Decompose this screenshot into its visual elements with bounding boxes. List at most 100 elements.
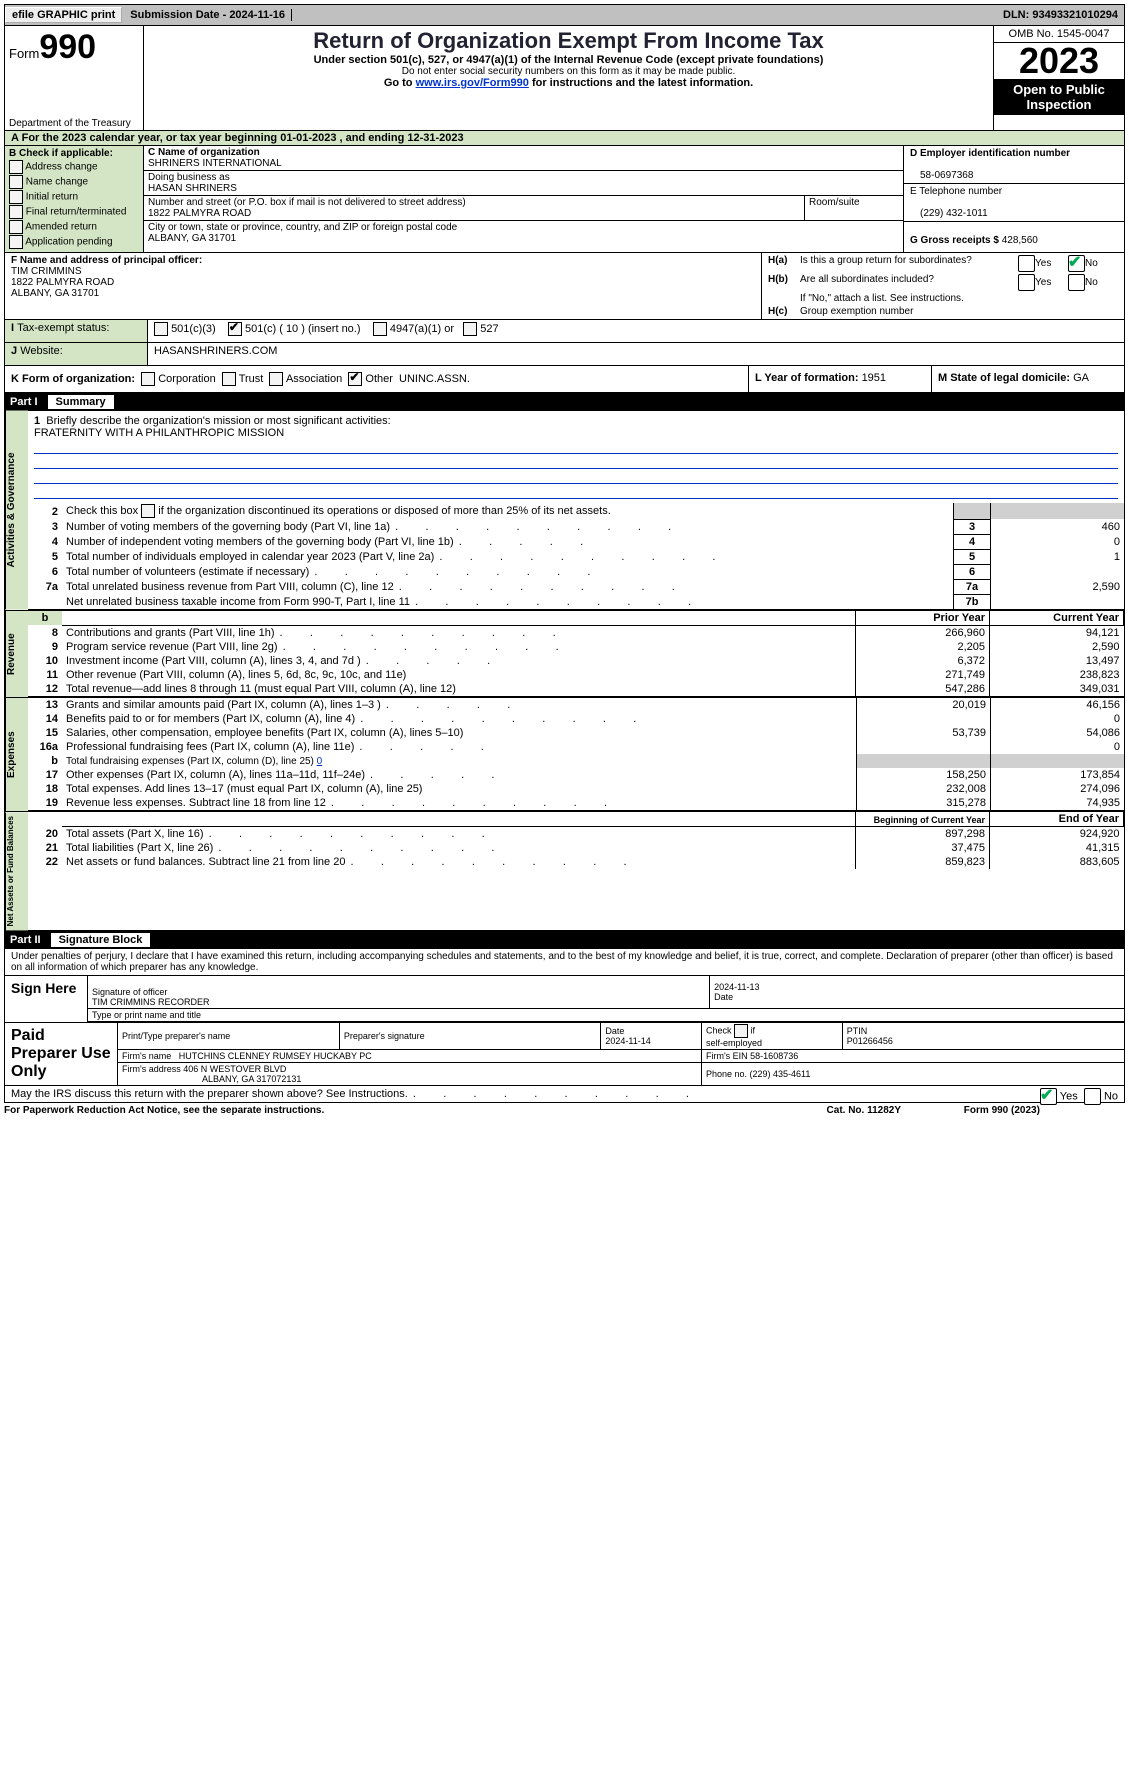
telephone: (229) 432-1011 [910, 208, 988, 219]
line5-value: 1 [991, 549, 1125, 564]
line9-cy: 2,590 [990, 640, 1124, 654]
summary-expenses: Expenses 13Grants and similar amounts pa… [4, 698, 1125, 812]
discuss-yes-check[interactable] [1040, 1088, 1057, 1105]
line17-cy: 173,854 [991, 768, 1125, 782]
efile-topbar: efile GRAPHIC print Submission Date - 20… [4, 4, 1125, 26]
treasury-label: Department of the Treasury Internal Reve… [9, 118, 131, 130]
part2-header: Part II Signature Block [4, 931, 1125, 949]
dln-label: DLN: 93493321010294 [1003, 9, 1124, 21]
check-527[interactable] [463, 322, 477, 336]
form-number: 990 [39, 28, 96, 66]
hb-no-check[interactable] [1068, 274, 1085, 291]
line22-eoy: 883,605 [990, 855, 1124, 869]
line3-value: 460 [991, 519, 1125, 534]
ein: 58-0697368 [910, 170, 973, 181]
line7b-value [991, 594, 1125, 609]
hb-yes-check[interactable] [1018, 274, 1035, 291]
ha-no-check[interactable] [1068, 255, 1085, 272]
goto-line: Go to www.irs.gov/Form990 for instructio… [150, 77, 987, 89]
box-c: C Name of organization SHRINERS INTERNAT… [144, 146, 903, 252]
check-pending[interactable] [9, 235, 23, 249]
form-subtitle: Under section 501(c), 527, or 4947(a)(1)… [150, 54, 987, 66]
preparer-date: 2024-11-14 [605, 1036, 650, 1046]
check-initial-return[interactable] [9, 190, 23, 204]
line14-cy: 0 [991, 712, 1125, 726]
line13-cy: 46,156 [991, 698, 1125, 712]
row-website: J Website: HASANSHRINERS.COM [4, 343, 1125, 366]
discuss-no-check[interactable] [1084, 1088, 1101, 1105]
firm-address: 406 N WESTOVER BLVD [183, 1064, 286, 1074]
sign-here-label: Sign Here [5, 976, 88, 1022]
line16b-link[interactable]: 0 [317, 756, 323, 767]
room-suite: Room/suite [805, 196, 903, 220]
form-header: Form990 Department of the Treasury Inter… [4, 26, 1125, 131]
form-title: Return of Organization Exempt From Incom… [150, 28, 987, 54]
check-assoc[interactable] [269, 372, 283, 386]
line12-py: 547,286 [856, 682, 990, 697]
gross-receipts: 428,560 [1002, 235, 1038, 246]
page-footer: For Paperwork Reduction Act Notice, see … [4, 1103, 1040, 1118]
line15-py: 53,739 [857, 726, 991, 740]
website-value: HASANSHRINERS.COM [148, 343, 1124, 365]
line20-boy: 897,298 [856, 826, 990, 841]
check-other[interactable] [348, 372, 362, 386]
form-label: Form990 [9, 28, 139, 67]
line8-cy: 94,121 [990, 625, 1124, 640]
penalty-statement: Under penalties of perjury, I declare th… [5, 949, 1124, 976]
state-of-domicile: GA [1073, 372, 1089, 384]
efile-graphic-button[interactable]: efile GRAPHIC print [5, 7, 122, 23]
summary-governance: Activities & Governance 1 Briefly descri… [4, 411, 1125, 611]
line10-cy: 13,497 [990, 654, 1124, 668]
line19-py: 315,278 [857, 796, 991, 811]
check-discontinued[interactable] [141, 504, 155, 518]
ssn-note: Do not enter social security numbers on … [150, 66, 987, 77]
sig-date: 2024-11-13 [714, 982, 759, 992]
signature-block: Under penalties of perjury, I declare th… [4, 949, 1125, 1086]
line18-py: 232,008 [857, 782, 991, 796]
line21-boy: 37,475 [856, 841, 990, 855]
check-amended[interactable] [9, 220, 23, 234]
check-name-change[interactable] [9, 175, 23, 189]
check-trust[interactable] [222, 372, 236, 386]
irs-link[interactable]: www.irs.gov/Form990 [416, 77, 529, 89]
line16a-cy: 0 [991, 740, 1125, 754]
row-tax-exempt: I Tax-exempt status: 501(c)(3) 501(c) ( … [4, 320, 1125, 343]
check-501c[interactable] [228, 322, 242, 336]
ha-yes-check[interactable] [1018, 255, 1035, 272]
officer-signature: TIM CRIMMINS RECORDER [92, 997, 210, 1007]
line17-py: 158,250 [857, 768, 991, 782]
line11-py: 271,749 [856, 668, 990, 682]
tax-year-line: A For the 2023 calendar year, or tax yea… [4, 131, 1125, 146]
check-corp[interactable] [141, 372, 155, 386]
check-self-employed[interactable] [734, 1024, 748, 1038]
dba-name: HASAN SHRINERS [148, 183, 237, 194]
line21-eoy: 41,315 [990, 841, 1124, 855]
summary-net-assets: Net Assets or Fund Balances Beginning of… [4, 812, 1125, 931]
line12-cy: 349,031 [990, 682, 1124, 697]
check-final-return[interactable] [9, 205, 23, 219]
line22-boy: 859,823 [856, 855, 990, 869]
line14-py [857, 712, 991, 726]
box-b: B Check if applicable: Address change Na… [5, 146, 144, 252]
line15-cy: 54,086 [991, 726, 1125, 740]
line10-py: 6,372 [856, 654, 990, 668]
line13-py: 20,019 [857, 698, 991, 712]
check-501c3[interactable] [154, 322, 168, 336]
year-of-formation: 1951 [862, 372, 886, 384]
line7a-value: 2,590 [991, 579, 1125, 594]
part1-header: Part I Summary [4, 393, 1125, 411]
open-to-public: Open to Public Inspection [994, 79, 1124, 115]
line20-eoy: 924,920 [990, 826, 1124, 841]
line18-cy: 274,096 [991, 782, 1125, 796]
check-address-change[interactable] [9, 160, 23, 174]
line8-py: 266,960 [856, 625, 990, 640]
submission-date: Submission Date - 2024-11-16 [124, 9, 292, 21]
box-f: F Name and address of principal officer:… [5, 253, 761, 319]
city-address: ALBANY, GA 31701 [148, 233, 236, 244]
line11-cy: 238,823 [990, 668, 1124, 682]
mission-text: FRATERNITY WITH A PHILANTHROPIC MISSION [34, 427, 284, 439]
check-4947[interactable] [373, 322, 387, 336]
discuss-row: May the IRS discuss this return with the… [4, 1086, 1125, 1103]
firm-name: HUTCHINS CLENNEY RUMSEY HUCKABY PC [179, 1051, 372, 1061]
org-name: SHRINERS INTERNATIONAL [148, 158, 282, 169]
